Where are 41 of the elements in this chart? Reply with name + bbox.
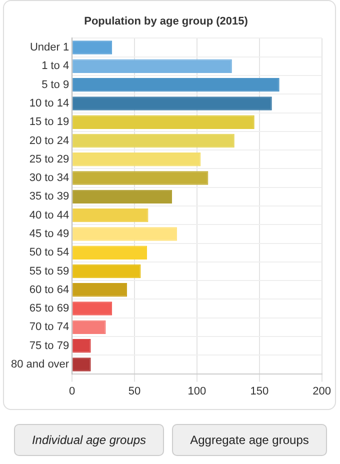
chart-title: Population by age group (2015) xyxy=(84,16,248,28)
y-tick-label: 10 to 14 xyxy=(29,97,70,110)
x-tick-label: 200 xyxy=(312,385,332,398)
y-tick-label: 65 to 69 xyxy=(29,302,70,315)
x-tick-label: 50 xyxy=(128,385,141,398)
bar xyxy=(72,320,106,334)
y-tick-label: 30 to 34 xyxy=(29,172,70,184)
bar xyxy=(72,40,112,54)
bar xyxy=(72,302,112,316)
y-tick-label: 75 to 79 xyxy=(29,340,70,352)
y-tick-label: 70 to 74 xyxy=(29,321,70,334)
y-tick-label: 25 to 29 xyxy=(29,153,70,166)
y-tick-label: 80 and over xyxy=(10,358,70,371)
y-tick-label: 40 to 44 xyxy=(29,209,70,222)
bar xyxy=(72,246,148,260)
y-tick-label: 60 to 64 xyxy=(29,284,70,296)
y-tick-label: 50 to 54 xyxy=(29,246,70,259)
bar xyxy=(72,190,172,204)
bar xyxy=(72,96,272,110)
x-tick-label: 150 xyxy=(250,385,269,398)
toggle-button: Individual age groups xyxy=(14,424,164,456)
y-tick-label: 55 to 59 xyxy=(29,265,70,278)
y-tick-label: 5 to 9 xyxy=(42,78,70,91)
y-tick-label: Under 1 xyxy=(30,42,70,54)
y-tick-label: 1 to 4 xyxy=(42,60,70,72)
bar xyxy=(72,264,141,278)
y-tick-label: 35 to 39 xyxy=(29,190,70,203)
x-tick-label: 100 xyxy=(188,385,206,398)
bar xyxy=(72,283,128,297)
bar xyxy=(72,59,232,74)
bar xyxy=(72,227,177,241)
bar xyxy=(72,171,208,185)
bar xyxy=(72,208,148,222)
toggle-button: Aggregate age groups xyxy=(172,424,327,456)
y-tick-label: 20 to 24 xyxy=(29,134,70,147)
bar xyxy=(72,152,201,166)
y-tick-label: 15 to 19 xyxy=(29,116,70,128)
x-tick-label: 0 xyxy=(69,385,76,398)
bar xyxy=(72,134,234,148)
bar xyxy=(72,78,280,92)
y-tick-label: 45 to 49 xyxy=(29,228,70,240)
